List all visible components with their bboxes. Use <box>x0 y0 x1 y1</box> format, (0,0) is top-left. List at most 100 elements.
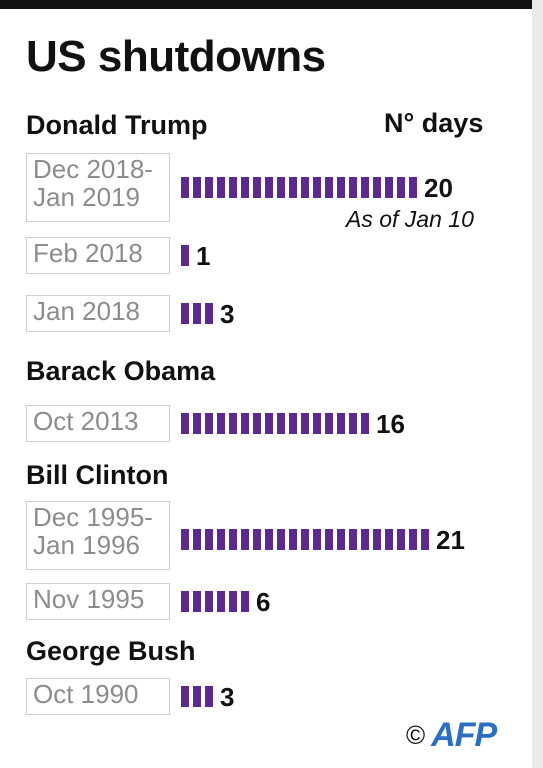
bar-segment <box>253 413 261 434</box>
bar-segment <box>193 413 201 434</box>
credit: © AFP <box>406 716 497 755</box>
top-rule <box>0 0 532 9</box>
bar-segment <box>361 413 369 434</box>
value-label: 1 <box>196 241 211 271</box>
bar-segment <box>193 303 201 324</box>
period-label: Nov 1995 <box>26 583 170 620</box>
bar-segment <box>229 413 237 434</box>
bar-segment <box>289 177 297 198</box>
period-label: Dec 2018- Jan 2019 <box>26 153 170 222</box>
bar-segment <box>397 529 405 550</box>
bar-segment <box>181 529 189 550</box>
bar <box>181 177 417 198</box>
value-label: 20 <box>424 173 453 203</box>
bar-segment <box>337 177 345 198</box>
bar-segment <box>205 303 213 324</box>
bar-segment <box>229 177 237 198</box>
bar-segment <box>181 686 189 707</box>
bar-segment <box>349 177 357 198</box>
bar <box>181 413 369 434</box>
bar-segment <box>313 177 321 198</box>
bar-segment <box>181 303 189 324</box>
bar-segment <box>397 177 405 198</box>
bar-segment <box>181 177 189 198</box>
period-label: Oct 1990 <box>26 678 170 715</box>
bar-segment <box>349 413 357 434</box>
bar-segment <box>337 413 345 434</box>
bar-segment <box>313 413 321 434</box>
bar-segment <box>241 529 249 550</box>
bar-segment <box>289 529 297 550</box>
bar-segment <box>301 177 309 198</box>
period-label: Dec 1995- Jan 1996 <box>26 501 170 570</box>
bar-segment <box>229 529 237 550</box>
bar-segment <box>241 177 249 198</box>
bar <box>181 245 189 266</box>
period-label: Jan 2018 <box>26 295 170 332</box>
bar-segment <box>409 177 417 198</box>
bar-segment <box>361 177 369 198</box>
bar-segment <box>325 413 333 434</box>
copyright-symbol: © <box>406 720 426 750</box>
president-label: George Bush <box>26 636 196 666</box>
bar-segment <box>421 529 429 550</box>
bar-segment <box>181 591 189 612</box>
bar-segment <box>205 529 213 550</box>
period-label: Oct 2013 <box>26 405 170 442</box>
bar-segment <box>373 529 381 550</box>
bar-segment <box>205 413 213 434</box>
bar-segment <box>277 177 285 198</box>
bar <box>181 529 429 550</box>
bar-segment <box>409 529 417 550</box>
value-label: 3 <box>220 682 235 712</box>
units-label: N° days <box>384 108 484 138</box>
bar-segment <box>313 529 321 550</box>
bar-segment <box>277 413 285 434</box>
bar <box>181 303 213 324</box>
bar-segment <box>373 177 381 198</box>
president-label: Donald Trump <box>26 110 208 140</box>
bar-segment <box>205 591 213 612</box>
value-label: 16 <box>376 409 405 439</box>
value-label: 21 <box>436 525 465 555</box>
period-label: Feb 2018 <box>26 237 170 274</box>
bar-segment <box>385 177 393 198</box>
bar-segment <box>325 529 333 550</box>
bar-segment <box>265 413 273 434</box>
bar-segment <box>193 529 201 550</box>
bar-segment <box>385 529 393 550</box>
bar-segment <box>217 591 225 612</box>
bar-segment <box>205 177 213 198</box>
bar-segment <box>301 529 309 550</box>
bar-segment <box>193 177 201 198</box>
bar-segment <box>253 529 261 550</box>
bar-segment <box>217 413 225 434</box>
bar-segment <box>181 245 189 266</box>
bar-segment <box>181 413 189 434</box>
bar-segment <box>217 177 225 198</box>
bar-segment <box>229 591 237 612</box>
note-label: As of Jan 10 <box>346 206 474 232</box>
bar-segment <box>337 529 345 550</box>
bar-segment <box>265 177 273 198</box>
bar-segment <box>193 686 201 707</box>
bar <box>181 686 213 707</box>
bar <box>181 591 249 612</box>
value-label: 3 <box>220 299 235 329</box>
bar-segment <box>361 529 369 550</box>
chart-title: US shutdowns <box>26 32 326 81</box>
bar-segment <box>349 529 357 550</box>
president-label: Bill Clinton <box>26 460 169 490</box>
bar-segment <box>289 413 297 434</box>
bar-segment <box>301 413 309 434</box>
bar-segment <box>241 413 249 434</box>
bar-segment <box>205 686 213 707</box>
bar-segment <box>325 177 333 198</box>
bar-segment <box>193 591 201 612</box>
bar-segment <box>241 591 249 612</box>
bar-segment <box>265 529 273 550</box>
side-strip <box>532 0 543 768</box>
bar-segment <box>253 177 261 198</box>
value-label: 6 <box>256 587 271 617</box>
bar-segment <box>277 529 285 550</box>
